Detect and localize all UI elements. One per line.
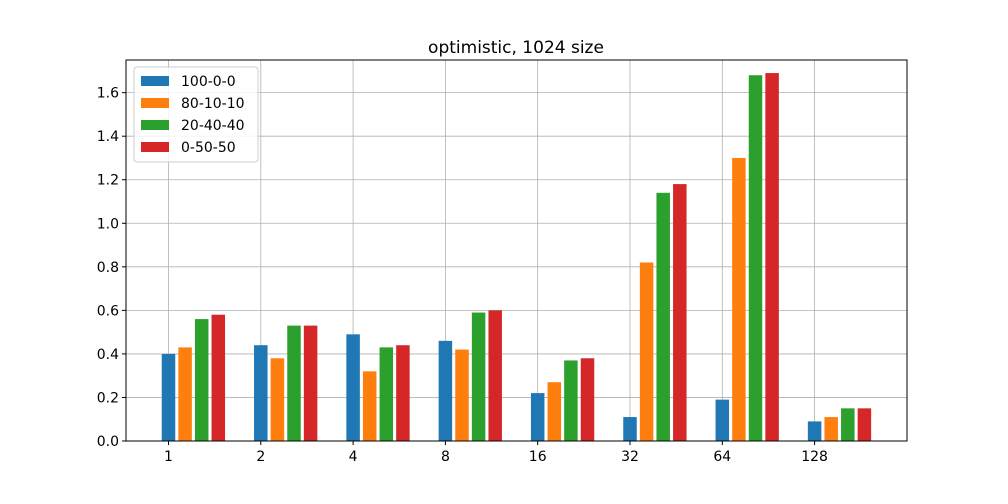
bar-100-0-0-32: [623, 417, 637, 441]
y-tick-label: 1.4: [97, 129, 119, 145]
bar-0-50-50-16: [580, 358, 595, 441]
bar-0-50-50-2: [303, 325, 318, 441]
bar-0-50-50-64: [765, 73, 779, 441]
legend-swatch: [141, 98, 169, 108]
bar-80-10-10-4: [362, 371, 377, 441]
bar-80-10-10-16: [547, 382, 562, 441]
x-tick-label: 32: [621, 449, 639, 465]
x-tick-label: 2: [256, 449, 265, 465]
bar-20-40-40-2: [287, 325, 301, 441]
y-tick-label: 0.2: [97, 390, 119, 406]
chart-title: optimistic, 1024 size: [428, 38, 604, 58]
bar-100-0-0-64: [715, 399, 730, 441]
x-tick-label: 4: [349, 449, 358, 465]
y-tick-label: 0.0: [97, 434, 119, 450]
bars: [161, 73, 872, 442]
bar-80-10-10-32: [639, 262, 654, 441]
x-axis: 1 2 4 8 16 32 64 128: [164, 441, 828, 465]
bar-100-0-0-4: [346, 334, 360, 441]
bar-20-40-40-1: [194, 319, 209, 441]
bar-0-50-50-128: [857, 408, 872, 441]
bar-100-0-0-128: [807, 421, 822, 441]
bar-20-40-40-4: [379, 347, 394, 441]
bar-0-50-50-8: [488, 310, 502, 441]
legend-swatch: [141, 120, 169, 130]
bar-20-40-40-128: [841, 408, 855, 441]
y-tick-label: 0.4: [97, 347, 119, 363]
bar-20-40-40-16: [564, 360, 578, 441]
legend-box: [133, 66, 259, 163]
bar-100-0-0-1: [161, 353, 176, 441]
bar-0-50-50-32: [673, 184, 687, 441]
y-tick-label: 1.0: [97, 216, 119, 232]
x-tick-label: 64: [713, 449, 731, 465]
bar-100-0-0-16: [530, 393, 545, 441]
y-tick-label: 1.6: [97, 86, 119, 102]
y-tick-label: 0.6: [97, 303, 119, 319]
bar-20-40-40-32: [656, 192, 670, 441]
legend-label: 80-10-10: [181, 96, 245, 112]
x-tick-label: 1: [164, 449, 173, 465]
legend-swatch: [141, 142, 169, 152]
legend-label: 100-0-0: [181, 74, 236, 90]
bar-20-40-40-64: [748, 75, 763, 442]
x-tick-label: 128: [801, 449, 828, 465]
legend-label: 20-40-40: [181, 118, 245, 134]
bar-80-10-10-64: [732, 157, 746, 441]
bar-0-50-50-4: [396, 345, 410, 441]
legend-label: 0-50-50: [181, 140, 236, 156]
bar-80-10-10-8: [455, 349, 469, 441]
y-tick-label: 0.8: [97, 260, 119, 276]
bar-80-10-10-2: [270, 358, 285, 441]
x-tick-label: 16: [529, 449, 547, 465]
y-tick-label: 1.2: [97, 173, 119, 189]
bar-80-10-10-1: [178, 347, 192, 441]
legend-swatch: [141, 76, 169, 86]
x-tick-label: 8: [441, 449, 450, 465]
y-axis: 0.0 0.2 0.4 0.6 0.8 1.0 1.2 1.4 1.6: [97, 86, 126, 450]
bar-100-0-0-2: [254, 345, 268, 441]
legend: 100-0-0 80-10-10 20-40-40 0-50-50: [133, 66, 259, 163]
bar-0-50-50-1: [211, 314, 226, 441]
plot-frame: [125, 59, 908, 442]
bar-80-10-10-128: [824, 417, 838, 441]
bar-100-0-0-8: [438, 340, 453, 441]
bar-20-40-40-8: [471, 312, 486, 441]
